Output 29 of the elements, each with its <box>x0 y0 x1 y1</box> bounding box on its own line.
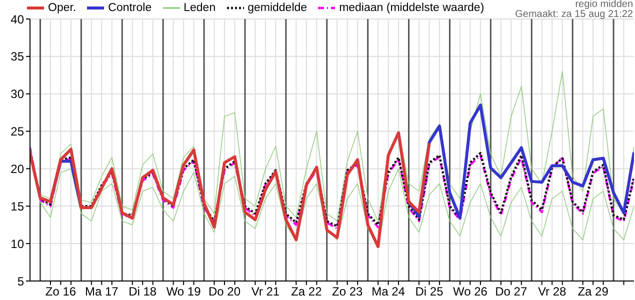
y-tick-label: 20 <box>10 162 24 176</box>
y-tick-label: 10 <box>10 236 24 251</box>
legend-label: gemiddelde <box>248 2 308 14</box>
y-tick-label: 40 <box>10 12 24 26</box>
x-tick-label: Vr 28 <box>538 284 567 299</box>
x-tick-label: Za 29 <box>578 284 609 299</box>
x-tick-label: Ma 17 <box>84 284 119 299</box>
x-tick-label: Vr 21 <box>251 284 280 299</box>
x-tick-label: Zo 23 <box>332 284 364 299</box>
x-tick-label: Di 18 <box>128 284 157 299</box>
y-tick-label: 15 <box>10 199 24 214</box>
x-tick-label: Ma 24 <box>372 284 406 299</box>
legend-label: Leden <box>184 2 216 14</box>
y-tick-label: 25 <box>10 124 24 139</box>
x-tick-label: Do 27 <box>495 284 528 299</box>
x-tick-label: Di 25 <box>415 284 444 299</box>
x-tick-label: Wo 26 <box>452 284 488 299</box>
x-tick-label: Do 20 <box>208 284 241 299</box>
y-tick-label: 30 <box>10 87 24 102</box>
y-tick-label: 35 <box>10 50 24 64</box>
legend-label: Oper. <box>48 2 76 14</box>
x-tick-label: Za 22 <box>291 284 322 299</box>
legend-label: mediaan (middelste waarde) <box>339 2 484 14</box>
x-tick-label: Zo 16 <box>45 284 76 299</box>
text: regio midden <box>574 0 633 10</box>
x-tick-label: Wo 19 <box>166 284 202 299</box>
y-tick-label: 5 <box>17 274 24 288</box>
annotation: Gemaakt: za 15 aug 21:22 <box>515 9 633 20</box>
legend-label: Controle <box>108 2 152 14</box>
